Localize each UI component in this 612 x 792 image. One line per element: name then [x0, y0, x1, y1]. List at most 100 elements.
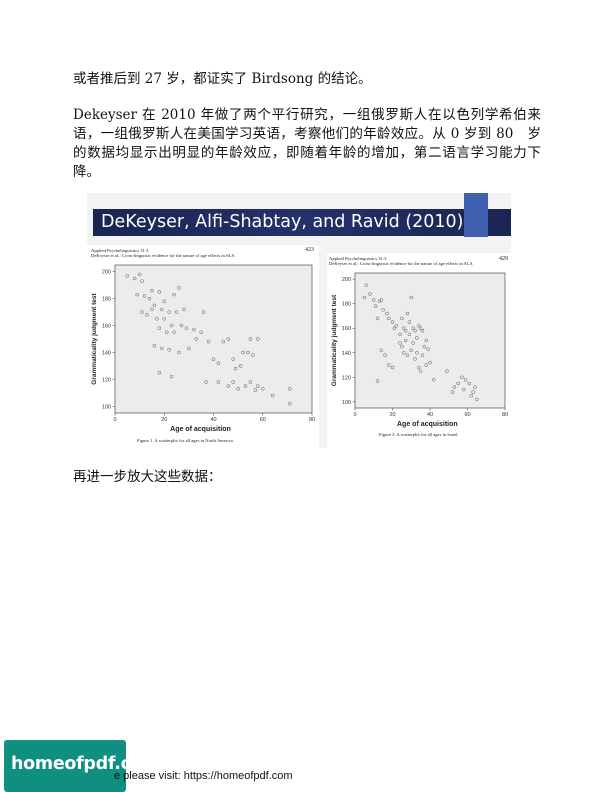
y-tick-label: 100 — [342, 400, 351, 406]
data-point — [150, 288, 154, 293]
data-point — [256, 337, 260, 341]
data-point — [413, 357, 417, 361]
panel-header-line2: DeKeyser et al.: Cross-linguistic eviden… — [329, 261, 473, 266]
y-axis-label: Grammaticality judgment test — [91, 292, 98, 384]
data-point — [394, 324, 398, 328]
data-point — [238, 364, 243, 368]
data-point — [417, 365, 421, 370]
data-point — [248, 337, 253, 341]
data-point — [164, 330, 169, 335]
y-tick-label: 120 — [102, 377, 111, 383]
data-point — [177, 286, 181, 290]
data-point — [184, 326, 189, 330]
x-tick-label: 60 — [260, 417, 266, 423]
watermark-logo[interactable]: homeofpdf.com — [4, 740, 161, 792]
data-point — [169, 323, 174, 328]
data-point — [147, 296, 152, 301]
y-tick-label: 140 — [102, 350, 111, 356]
data-point — [253, 388, 258, 392]
data-point — [415, 351, 419, 355]
data-point — [462, 387, 466, 392]
figure-caption: Figure 1. A scatterplot for all ages in … — [137, 438, 234, 443]
data-point — [256, 384, 260, 388]
data-point — [379, 298, 383, 302]
data-point — [450, 390, 455, 394]
data-point — [463, 378, 468, 382]
data-point — [473, 385, 477, 389]
visit-link-text[interactable]: e please visit: https://homeofpdf.com — [114, 770, 293, 782]
data-point — [152, 343, 157, 348]
data-point — [403, 338, 408, 343]
data-point — [387, 316, 391, 321]
x-axis-label: Age of acquisition — [397, 421, 458, 428]
x-tick-label: 80 — [502, 412, 508, 418]
data-point — [402, 326, 406, 330]
data-point — [187, 346, 191, 351]
data-point — [390, 320, 395, 324]
plot-area — [114, 264, 313, 414]
data-point — [420, 328, 425, 333]
data-point — [211, 357, 216, 361]
data-point — [233, 366, 238, 371]
data-point — [375, 379, 380, 383]
data-point — [132, 276, 137, 281]
slide-title-bar: DeKeyser, Alfi-Shabtay, and Ravid (2010) — [93, 209, 511, 236]
data-point — [428, 360, 432, 365]
data-point — [418, 369, 423, 373]
data-point — [169, 374, 174, 379]
data-point — [460, 375, 464, 380]
data-point — [162, 317, 166, 321]
data-point — [411, 326, 415, 330]
page-number: 423 — [305, 247, 314, 253]
data-point — [368, 292, 372, 296]
scatterplot-israel: Applied Psycholinguistics 31:3 DeKeyser … — [327, 253, 511, 448]
data-point — [403, 328, 408, 333]
data-point — [221, 339, 226, 344]
data-point — [288, 387, 292, 391]
data-point — [372, 298, 376, 302]
page-number: 429 — [499, 256, 508, 262]
x-tick-label: 80 — [309, 417, 315, 423]
data-point — [182, 307, 186, 312]
y-tick-label: 180 — [102, 297, 111, 303]
data-point — [142, 294, 147, 298]
paragraph-3: 再进一步放大这些数据： — [73, 469, 222, 485]
data-point — [145, 313, 149, 317]
data-point — [174, 310, 179, 314]
data-point — [432, 378, 436, 382]
y-tick-label: 120 — [342, 375, 351, 381]
data-point — [248, 380, 253, 384]
data-point — [385, 311, 389, 316]
y-tick-label: 200 — [102, 270, 111, 276]
data-point — [407, 332, 412, 337]
data-point — [364, 283, 368, 288]
y-tick-label: 160 — [342, 326, 351, 332]
scatterplot-north-america: Applied Psycholinguistics 31:3 DeKeyser … — [87, 245, 319, 448]
data-point — [415, 336, 419, 340]
data-point — [400, 344, 404, 349]
data-point — [160, 307, 164, 312]
scatterplot-right-svg: 0 20 40 60 80 100 120 140 160 180 200 Age of acquis… — [331, 272, 508, 428]
data-point — [400, 316, 404, 321]
data-point — [387, 363, 391, 367]
data-point — [261, 387, 265, 391]
data-point — [398, 332, 402, 337]
data-point — [140, 310, 144, 314]
y-tick-label: 200 — [342, 277, 351, 283]
data-point — [413, 328, 417, 333]
data-point — [420, 353, 425, 357]
data-point — [424, 338, 428, 343]
data-point — [231, 380, 235, 384]
data-point — [411, 341, 415, 345]
data-point — [452, 385, 457, 389]
data-point — [424, 363, 428, 367]
data-point — [179, 323, 184, 328]
data-point — [475, 397, 479, 402]
data-point — [177, 350, 181, 355]
data-point — [199, 330, 203, 335]
data-point — [140, 279, 144, 283]
plot-area — [354, 272, 506, 409]
data-point — [135, 292, 139, 297]
scatterplot-left-svg: 0 20 40 60 80 100 120 140 160 180 200 Age of acquis… — [91, 264, 315, 433]
y-axis-label: Grammaticality judgment test — [331, 294, 338, 386]
